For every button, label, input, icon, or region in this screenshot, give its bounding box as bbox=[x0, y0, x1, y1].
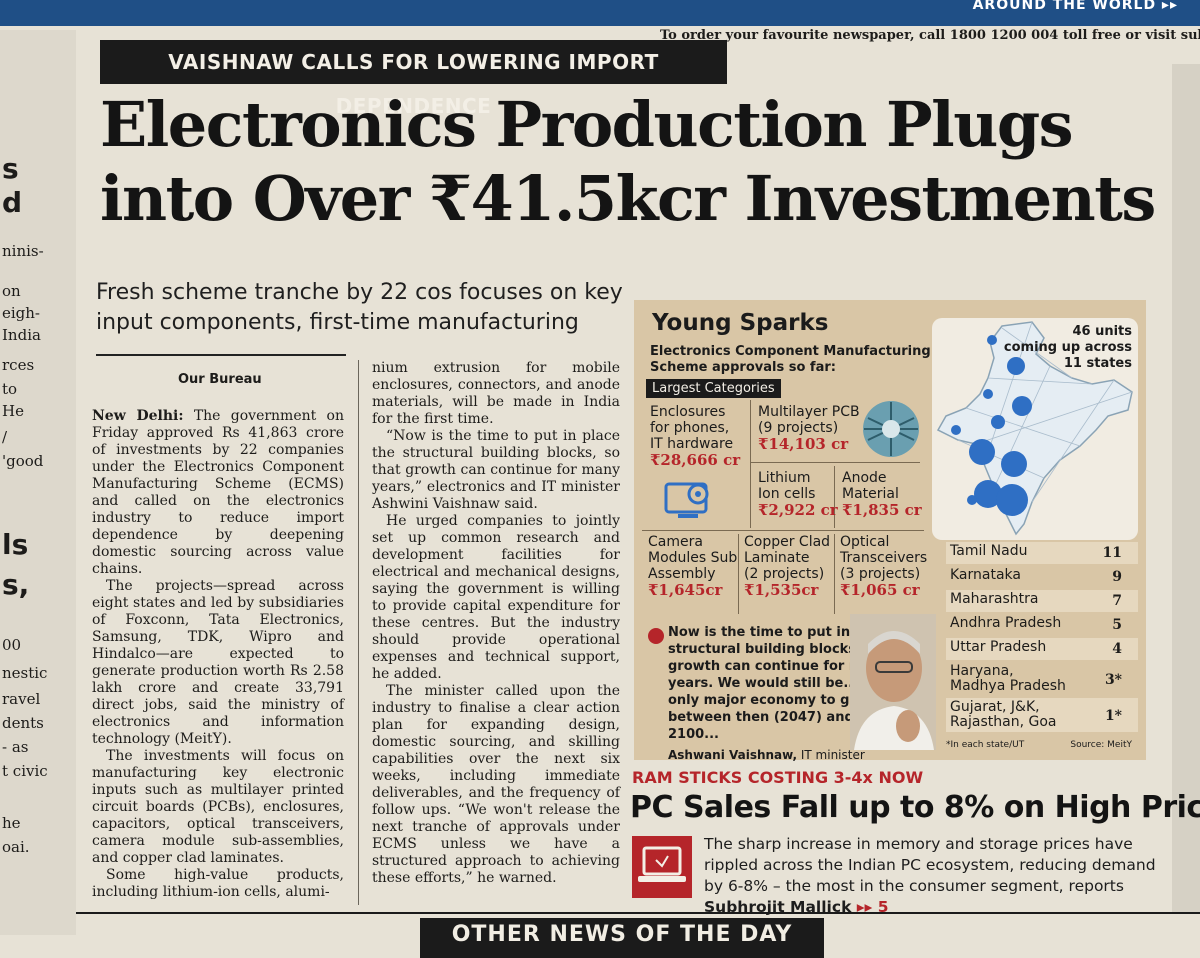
article-headline: Electronics Production Plugs into Over ₹… bbox=[100, 88, 1160, 236]
category-value: ₹1,535cr bbox=[744, 581, 819, 599]
left-fragment: rces bbox=[2, 356, 35, 374]
second-story-body: The sharp increase in memory and storage… bbox=[704, 835, 1156, 916]
column-divider bbox=[358, 360, 359, 905]
headline-line-1: Electronics Production Plugs bbox=[100, 88, 1074, 161]
category-optical-transceivers: Optical Transceivers (3 projects) ₹1,065… bbox=[840, 534, 928, 599]
category-value: ₹2,922 cr bbox=[758, 501, 838, 519]
grid-divider bbox=[834, 466, 835, 528]
left-fragment: / bbox=[2, 428, 8, 446]
left-fragment: on bbox=[2, 282, 21, 300]
minister-quote: Now is the time to put in structural bui… bbox=[668, 624, 893, 764]
bottom-rule bbox=[76, 912, 1200, 914]
grid-divider bbox=[750, 400, 751, 528]
left-fragment: t civic bbox=[2, 762, 48, 780]
order-newspaper-line: To order your favourite newspaper, call … bbox=[660, 28, 1200, 43]
laptop-icon bbox=[632, 836, 692, 898]
left-fragment: oai. bbox=[2, 838, 30, 856]
article-column-2: nium extrusion for mobile enclosures, co… bbox=[372, 360, 620, 887]
india-map bbox=[936, 321, 1133, 536]
article-column-1: New Delhi: The government on Friday appr… bbox=[92, 408, 344, 901]
state-row: Karnataka 9 bbox=[950, 567, 1122, 586]
grid-divider bbox=[834, 534, 835, 614]
article-deck: Fresh scheme tranche by 22 cos focuses o… bbox=[96, 280, 623, 335]
category-value: ₹1,645cr bbox=[648, 581, 723, 599]
other-news-banner: OTHER NEWS OF THE DAY bbox=[420, 918, 824, 958]
state-row: Haryana, Madhya Pradesh 3* bbox=[950, 663, 1122, 694]
left-fragment: 00 bbox=[2, 636, 22, 654]
grid-divider bbox=[642, 530, 924, 531]
left-fragment: ninis- bbox=[2, 242, 44, 260]
infographic-title: Young Sparks bbox=[652, 310, 829, 336]
left-fragment: 'good bbox=[2, 452, 44, 470]
quote-bullet-icon bbox=[648, 628, 664, 644]
article-paragraph: The minister called upon the industry to… bbox=[372, 683, 620, 886]
left-fragment: dents bbox=[2, 714, 44, 732]
left-fragment: India bbox=[2, 326, 41, 344]
minister-portrait bbox=[850, 614, 936, 750]
left-fragment: to bbox=[2, 380, 18, 398]
hardware-gear-icon bbox=[664, 482, 709, 518]
category-enclosures: Enclosures for phones, IT hardware ₹28,6… bbox=[650, 404, 741, 469]
grid-divider bbox=[738, 534, 739, 614]
units-caption: 46 units coming up across 11 states bbox=[1003, 324, 1132, 371]
category-camera-modules: Camera Modules Sub Assembly ₹1,645cr bbox=[648, 534, 738, 599]
pcb-chip-icon bbox=[863, 401, 919, 457]
left-fragment: He bbox=[2, 402, 24, 420]
article-paragraph: nium extrusion for mobile enclosures, co… bbox=[372, 360, 620, 427]
grid-divider bbox=[750, 462, 920, 463]
left-fragment: s, bbox=[2, 568, 30, 601]
article-paragraph: He urged companies to jointly set up com… bbox=[372, 513, 620, 682]
left-adjacent-column: s d ninis- on eigh- India rces to He / '… bbox=[0, 30, 76, 935]
left-fragment: he bbox=[2, 814, 21, 832]
headline-line-2: into Over ₹41.5kcr Investments bbox=[100, 162, 1156, 235]
quote-attribution: Ashwani Vaishnaw, IT minister bbox=[668, 748, 865, 762]
reporter-name: Subhrojit Mallick bbox=[704, 898, 852, 916]
left-fragment: ls bbox=[2, 528, 29, 561]
young-sparks-infographic: Young Sparks Electronics Component Manuf… bbox=[634, 300, 1146, 762]
page-jump-link[interactable]: ▸▸ 5 bbox=[851, 898, 889, 916]
category-value: ₹14,103 cr bbox=[758, 435, 849, 453]
article-paragraph: The projects—spread across eight states … bbox=[92, 578, 344, 747]
dateline: New Delhi: bbox=[92, 408, 184, 424]
second-story-kicker: RAM STICKS COSTING 3-4x NOW bbox=[632, 768, 924, 787]
source-note: Source: MeitY bbox=[1070, 740, 1132, 750]
state-row: Uttar Pradesh 4 bbox=[946, 638, 1138, 660]
around-the-world-label: AROUND THE WORLD ▸▸ bbox=[972, 0, 1178, 13]
footnote: *In each state/UT bbox=[946, 740, 1025, 750]
left-fragment: nestic bbox=[2, 664, 48, 682]
category-value: ₹28,666 cr bbox=[650, 451, 741, 469]
article-paragraph: “Now is the time to put in place the str… bbox=[372, 428, 620, 512]
largest-categories-label: Largest Categories bbox=[646, 379, 781, 398]
state-row: Tamil Nadu 11 bbox=[946, 542, 1138, 564]
category-copper-clad: Copper Clad Laminate (2 projects) ₹1,535… bbox=[744, 534, 831, 599]
infographic-subtitle: Electronics Component Manufacturing Sche… bbox=[650, 344, 931, 375]
category-value: ₹1,065 cr bbox=[840, 581, 920, 599]
deck-rule bbox=[96, 354, 346, 356]
top-banner: AROUND THE WORLD ▸▸ bbox=[0, 0, 1200, 26]
left-fragment: s bbox=[2, 152, 19, 185]
category-multilayer-pcb: Multilayer PCB (9 projects) ₹14,103 cr bbox=[758, 404, 860, 453]
article-paragraph: The investments will focus on manufactur… bbox=[92, 748, 344, 866]
article-paragraph: Some high-value products, including lith… bbox=[92, 867, 344, 900]
left-fragment: eigh- bbox=[2, 304, 41, 322]
category-lithium-ion: Lithium Ion cells ₹2,922 cr bbox=[758, 470, 838, 519]
left-fragment: ravel bbox=[2, 690, 41, 708]
second-story-headline: PC Sales Fall up to 8% on High Prices bbox=[630, 790, 1200, 825]
left-fragment: - as bbox=[2, 738, 29, 756]
state-row: Gujarat, J&K, Rajasthan, Goa 1* bbox=[946, 698, 1138, 732]
category-value: ₹1,835 cr bbox=[842, 501, 922, 519]
state-row: Andhra Pradesh 5 bbox=[950, 615, 1122, 634]
article-paragraph: New Delhi: The government on Friday appr… bbox=[92, 408, 345, 577]
state-row: Maharashtra 7 bbox=[946, 590, 1138, 612]
category-anode: Anode Material ₹1,835 cr bbox=[842, 470, 922, 519]
article-kicker: VAISHNAW CALLS FOR LOWERING IMPORT DEPEN… bbox=[100, 40, 727, 118]
right-adjacent-column bbox=[1172, 64, 1200, 914]
byline: Our Bureau bbox=[178, 372, 262, 387]
india-map-panel: 46 units coming up across 11 states bbox=[932, 318, 1138, 540]
left-fragment: d bbox=[2, 186, 23, 219]
